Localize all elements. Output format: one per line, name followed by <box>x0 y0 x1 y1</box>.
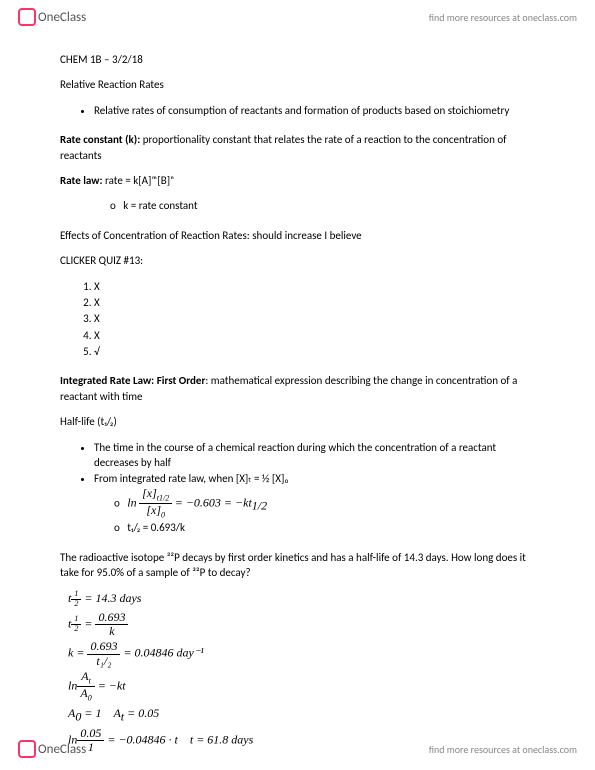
problem-text: The radioactive isotope ³²P decays by fi… <box>60 550 535 581</box>
section-relative-rates: Relative Reaction Rates Relative rates o… <box>60 77 535 118</box>
halflife-label: Half-life (t₁/₂) <box>60 414 535 429</box>
rate-constant-line: Rate constant (k): proportionality const… <box>60 132 535 163</box>
halflife-sub1: o ln [x]t1/2[x]0 = −0.603 = −kt1/2 <box>94 487 535 520</box>
page-footer: OneClass find more resources at oneclass… <box>0 732 595 766</box>
logo: OneClass <box>18 8 86 26</box>
page-header: OneClass find more resources at oneclass… <box>0 0 595 34</box>
footer-logo-text: OneClass <box>38 742 86 757</box>
rate-law-expr: rate = k[A]ᵐ[B]ⁿ <box>105 174 174 187</box>
clicker-item: X <box>94 295 535 310</box>
eq3-den: t₁/₂ <box>87 655 120 668</box>
clicker-section: CLICKER QUIZ #13: X X X X √ <box>60 253 535 359</box>
eq2: t12 = 0.693k <box>60 611 535 638</box>
clicker-title: CLICKER QUIZ #13: <box>60 253 535 268</box>
footer-resources-link[interactable]: find more resources at oneclass.com <box>429 743 577 756</box>
header-resources-link[interactable]: find more resources at oneclass.com <box>429 11 577 24</box>
integrated-line: Integrated Rate Law: First Order: mathem… <box>60 373 535 404</box>
footer-logo-class: Class <box>60 742 86 757</box>
clicker-item: X <box>94 328 535 343</box>
rate-law-section: Rate law: rate = k[A]ᵐ[B]ⁿ o k = rate co… <box>60 173 535 214</box>
halflife-b2-text: From integrated rate law, when [X]ₜ = ½ … <box>94 472 289 485</box>
integrated-label: Integrated Rate Law: First Order <box>60 374 205 387</box>
section1-heading: Relative Reaction Rates <box>60 77 535 92</box>
eq3-rhs: = 0.04846 day⁻¹ <box>123 646 203 660</box>
halflife-b1: The time in the course of a chemical rea… <box>94 440 535 471</box>
logo-text: OneClass <box>38 10 86 25</box>
eq5: A0 = 1 At = 0.05 <box>60 705 535 725</box>
clicker-list: X X X X √ <box>60 279 535 360</box>
section1-bullet: Relative rates of consumption of reactan… <box>94 103 535 118</box>
halflife-b2: From integrated rate law, when [X]ₜ = ½ … <box>94 471 535 535</box>
halflife-sub2-text: t₁/₂ = 0.693/k <box>127 521 185 534</box>
footer-logo-one: One <box>38 742 60 757</box>
eq2-den: k <box>95 625 128 638</box>
rate-law-sub-text: k = rate constant <box>123 199 197 212</box>
document-body: CHEM 1B – 3/2/18 Relative Reaction Rates… <box>0 34 595 755</box>
doc-title: CHEM 1B – 3/2/18 <box>60 52 535 67</box>
logo-icon <box>18 8 36 26</box>
eq1: t12 = 14.3 days <box>60 590 535 609</box>
clicker-item: X <box>94 279 535 294</box>
logo-class: Class <box>60 10 86 25</box>
rate-law-label: Rate law: <box>60 174 105 187</box>
eq1-rhs: = 14.3 days <box>84 591 141 605</box>
footer-logo: OneClass <box>18 740 86 758</box>
eq3-lhs: k = <box>68 646 84 660</box>
eq4: lnAtA0 = −kt <box>60 670 535 703</box>
halflife-section: Half-life (t₁/₂) The time in the course … <box>60 414 535 535</box>
effects-line: Effects of Concentration of Reaction Rat… <box>60 228 535 243</box>
footer-logo-icon <box>18 740 36 758</box>
rate-law-line: Rate law: rate = k[A]ᵐ[B]ⁿ <box>60 173 535 188</box>
eq2-num: 0.693 <box>95 611 128 625</box>
eq3: k = 0.693t₁/₂ = 0.04846 day⁻¹ <box>60 640 535 667</box>
rate-law-sub: o k = rate constant <box>60 198 535 213</box>
rate-constant-label: Rate constant (k): <box>60 133 143 146</box>
logo-one: One <box>38 10 60 25</box>
halflife-sub2: o t₁/₂ = 0.693/k <box>94 520 535 535</box>
clicker-item: √ <box>94 344 535 359</box>
eq3-num: 0.693 <box>87 640 120 654</box>
clicker-item: X <box>94 311 535 326</box>
